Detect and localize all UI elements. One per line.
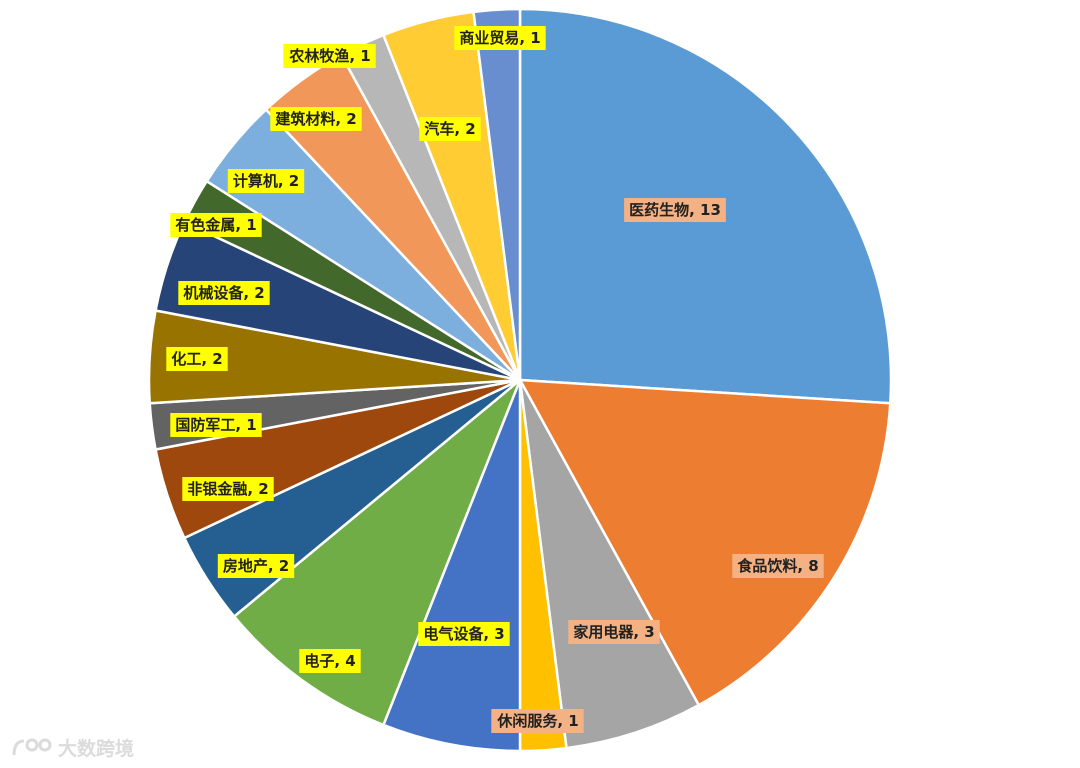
data-label-bg: [178, 281, 270, 305]
data-label-2: 食品饮料, 8: [732, 554, 824, 578]
data-label-bg: [227, 169, 305, 193]
data-label-bg: [170, 213, 262, 237]
data-label-16: 汽车, 2: [419, 117, 481, 141]
pie-slice-5: [381, 379, 522, 753]
watermark: 大数跨境: [10, 734, 134, 761]
data-label-text: 有色金属, 1: [175, 216, 256, 234]
data-label-text: 家用电器, 3: [573, 623, 654, 641]
pie-slices: [147, 7, 893, 753]
data-label-bg: [454, 26, 546, 50]
data-label-text: 房地产, 2: [223, 557, 289, 575]
data-label-text: 非银金融, 2: [187, 480, 268, 498]
data-label-15: 农林牧渔, 1: [283, 44, 376, 68]
data-label-bg: [624, 198, 726, 222]
pie-data-labels: 医药生物, 13 食品饮料, 8 家用电器, 3 休闲服务, 1 电气设备, 3 电子, …: [166, 26, 824, 733]
data-label-text: 建筑材料, 2: [275, 110, 356, 128]
data-label-bg: [299, 649, 361, 673]
data-label-bg: [732, 554, 824, 578]
pie-slice-17: [472, 7, 522, 381]
data-label-3: 家用电器, 3: [568, 620, 660, 644]
data-label-text: 食品饮料, 8: [737, 557, 818, 575]
data-label-bg: [170, 413, 262, 437]
data-label-text: 汽车, 2: [424, 120, 475, 138]
data-label-1: 医药生物, 13: [624, 198, 726, 222]
data-label-11: 机械设备, 2: [178, 281, 270, 305]
data-label-4: 休闲服务, 1: [491, 709, 584, 733]
data-label-bg: [166, 347, 228, 371]
pie-slice-3: [518, 379, 701, 750]
data-label-bg: [217, 554, 295, 578]
data-label-text: 休闲服务, 1: [496, 712, 578, 730]
data-label-bg: [419, 117, 481, 141]
data-label-bg: [418, 622, 510, 646]
data-label-text: 机械设备, 2: [183, 284, 264, 302]
data-label-bg: [283, 44, 376, 68]
data-label-7: 房地产, 2: [217, 554, 295, 578]
data-label-8: 非银金融, 2: [182, 477, 274, 501]
watermark-text: 大数跨境: [58, 738, 135, 760]
data-label-text: 国防军工, 1: [175, 416, 256, 434]
pie-slice-2: [517, 378, 892, 707]
data-label-text: 医药生物, 13: [629, 201, 721, 219]
logo-icon: [12, 738, 52, 755]
pie-slice-6: [232, 379, 522, 727]
data-label-bg: [568, 620, 660, 644]
data-label-bg: [270, 107, 362, 131]
data-label-17: 商业贸易, 1: [454, 26, 546, 50]
data-label-text: 农林牧渔, 1: [288, 47, 370, 65]
data-label-10: 化工, 2: [166, 347, 228, 371]
data-label-text: 商业贸易, 1: [459, 29, 540, 47]
data-label-bg: [182, 477, 274, 501]
data-label-13: 计算机, 2: [227, 169, 305, 193]
data-label-bg: [491, 709, 584, 733]
data-label-text: 计算机, 2: [233, 172, 299, 190]
data-label-6: 电子, 4: [299, 649, 361, 673]
data-label-text: 电气设备, 3: [423, 625, 504, 643]
data-label-9: 国防军工, 1: [170, 413, 262, 437]
data-label-12: 有色金属, 1: [170, 213, 262, 237]
data-label-14: 建筑材料, 2: [270, 107, 362, 131]
data-label-text: 化工, 2: [171, 350, 222, 368]
data-label-5: 电气设备, 3: [418, 622, 510, 646]
data-label-text: 电子, 4: [304, 652, 355, 670]
